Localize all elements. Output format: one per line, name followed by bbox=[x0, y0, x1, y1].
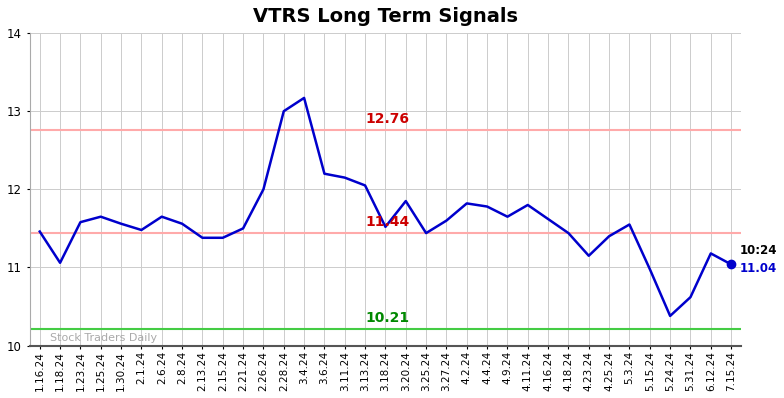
Text: 10.21: 10.21 bbox=[365, 311, 409, 325]
Text: 12.76: 12.76 bbox=[365, 112, 409, 126]
Text: 10:24: 10:24 bbox=[739, 244, 777, 257]
Text: 11.04: 11.04 bbox=[739, 262, 776, 275]
Text: 11.44: 11.44 bbox=[365, 215, 409, 229]
Title: VTRS Long Term Signals: VTRS Long Term Signals bbox=[253, 7, 518, 26]
Text: Stock Traders Daily: Stock Traders Daily bbox=[50, 333, 157, 343]
